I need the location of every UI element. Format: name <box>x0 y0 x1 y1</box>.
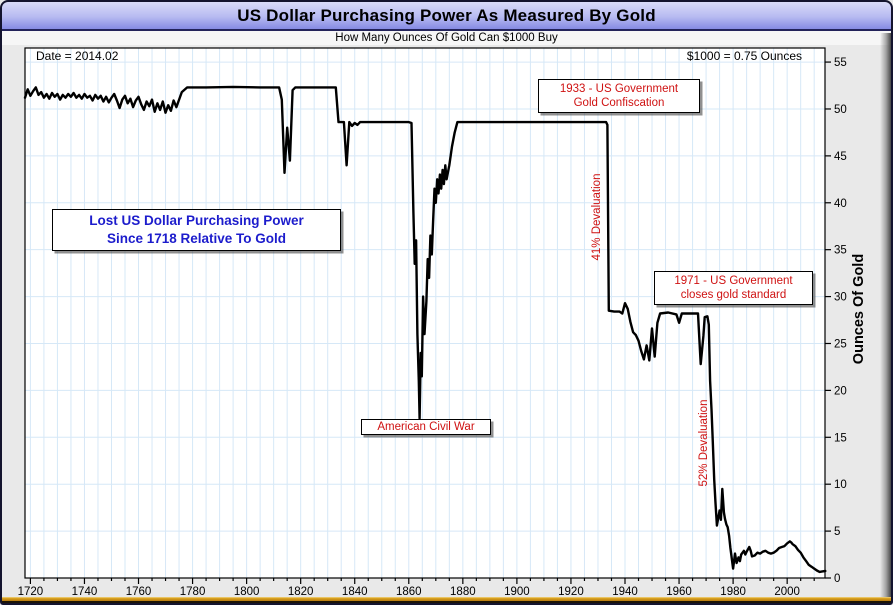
right-edge-shading <box>880 33 891 597</box>
civil-war-annotation: American Civil War <box>361 419 491 435</box>
svg-text:1860: 1860 <box>396 586 422 597</box>
svg-text:0: 0 <box>834 573 840 585</box>
current-value-readout: $1000 = 0.75 Ounces <box>686 49 802 63</box>
devaluation-52-label: 52% Devaluation <box>698 399 710 487</box>
svg-text:1760: 1760 <box>126 586 152 597</box>
svg-text:45: 45 <box>834 151 847 163</box>
gold-confiscation-1933-annotation: 1933 - US Government Gold Confiscation <box>538 79 700 113</box>
svg-text:1940: 1940 <box>612 586 638 597</box>
page-title: US Dollar Purchasing Power As Measured B… <box>237 5 656 25</box>
svg-text:1780: 1780 <box>180 586 206 597</box>
confiscation-line1: 1933 - US Government <box>559 83 679 95</box>
chart-area: 1720 1740 1760 1780 1800 1820 1840 1860 1880 1900… <box>0 45 893 597</box>
gold-purchasing-power-plot: 1720 1740 1760 1780 1800 1820 1840 1860 1880 1900… <box>18 47 847 597</box>
svg-text:30: 30 <box>834 292 847 304</box>
svg-text:1720: 1720 <box>18 586 44 597</box>
gold-standard-line1: 1971 - US Government <box>674 275 793 287</box>
subtitle-bar: How Many Ounces Of Gold Can $1000 Buy <box>2 31 891 45</box>
svg-text:1900: 1900 <box>504 586 530 597</box>
lost-power-line2: Since 1718 Relative To Gold <box>106 231 287 246</box>
svg-text:1960: 1960 <box>666 586 692 597</box>
svg-text:35: 35 <box>834 245 847 257</box>
lost-power-annotation: Lost US Dollar Purchasing Power Since 17… <box>52 209 341 251</box>
chart-subtitle: How Many Ounces Of Gold Can $1000 Buy <box>335 32 558 44</box>
bottom-dark-strip <box>2 601 891 603</box>
confiscation-line2: Gold Confiscation <box>573 97 665 109</box>
svg-text:10: 10 <box>834 479 847 491</box>
svg-text:15: 15 <box>834 432 847 444</box>
svg-text:20: 20 <box>834 385 847 397</box>
svg-text:1980: 1980 <box>720 586 746 597</box>
svg-text:1740: 1740 <box>72 586 98 597</box>
svg-text:40: 40 <box>834 198 847 210</box>
svg-text:25: 25 <box>834 338 847 350</box>
svg-text:50: 50 <box>834 104 847 116</box>
svg-text:2000: 2000 <box>774 586 800 597</box>
gold-standard-1971-annotation: 1971 - US Government closes gold standar… <box>654 271 813 305</box>
svg-text:1800: 1800 <box>234 586 260 597</box>
svg-text:5: 5 <box>834 526 840 538</box>
bottom-gold-strip <box>2 597 891 601</box>
devaluation-41-label: 41% Devaluation <box>591 173 603 261</box>
svg-text:1920: 1920 <box>558 586 584 597</box>
lost-power-line1: Lost US Dollar Purchasing Power <box>89 213 304 228</box>
svg-text:1820: 1820 <box>288 586 314 597</box>
svg-text:55: 55 <box>834 57 847 69</box>
gold-standard-line2: closes gold standard <box>680 289 787 301</box>
y-axis-title: Ounces Of Gold <box>851 253 867 365</box>
svg-text:1880: 1880 <box>450 586 476 597</box>
title-bar: US Dollar Purchasing Power As Measured B… <box>2 2 891 31</box>
svg-text:1840: 1840 <box>342 586 368 597</box>
date-readout: Date = 2014.02 <box>36 49 119 63</box>
